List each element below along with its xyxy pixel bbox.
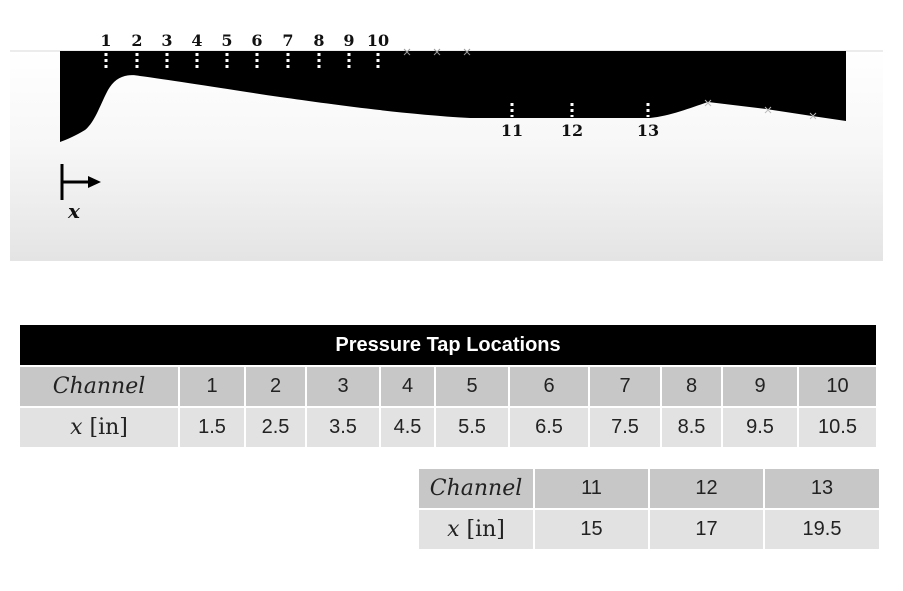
x-axis-arrow: x xyxy=(60,164,101,223)
lower-tap-group: 11 12 13 xyxy=(501,103,659,140)
channel-cell: 12 xyxy=(648,467,765,510)
channel-cell: 1 xyxy=(178,365,246,408)
x-value-cell: 8.5 xyxy=(660,406,723,449)
x-value-cell: 10.5 xyxy=(796,406,879,449)
upper-tap-group: 1 2 3 4 5 6 7 8 9 10 xyxy=(100,31,389,70)
x-position-row-secondary: x [in] 15 17 19.5 xyxy=(417,508,881,551)
channel-row-secondary: Channel 11 12 13 xyxy=(417,467,881,510)
tap-label: 3 xyxy=(161,31,172,50)
x-value-cell: 4.5 xyxy=(379,406,436,449)
channel-cell: 8 xyxy=(660,365,723,408)
x-value-cell: 2.5 xyxy=(244,406,307,449)
tap-label: 4 xyxy=(191,31,202,50)
position-marker xyxy=(809,112,817,120)
position-markers xyxy=(403,48,817,120)
position-marker xyxy=(403,48,411,56)
x-position-row: x [in] 1.5 2.5 3.5 4.5 5.5 6.5 7.5 8.5 9.5 10.5 xyxy=(18,406,879,449)
table-title: Pressure Tap Locations xyxy=(17,323,879,367)
x-row-header-var: x xyxy=(70,415,83,440)
tap-label: 2 xyxy=(131,31,142,50)
tap-label: 1 xyxy=(100,31,111,50)
position-marker xyxy=(704,99,712,107)
x-value-cell: 9.5 xyxy=(721,406,799,449)
channel-row-header: Channel xyxy=(18,365,180,408)
channel-cell: 7 xyxy=(588,365,662,408)
pressure-tap-table-secondary: Channel 11 12 13 x [in] 15 17 19.5 xyxy=(417,467,881,551)
x-value-cell: 3.5 xyxy=(305,406,381,449)
channel-cell: 6 xyxy=(508,365,590,408)
x-value-cell: 6.5 xyxy=(508,406,590,449)
tap-label: 11 xyxy=(501,121,523,140)
x-value-cell: 15 xyxy=(533,508,650,551)
channel-cell: 10 xyxy=(796,365,879,408)
channel-cell: 4 xyxy=(379,365,436,408)
tap-label: 13 xyxy=(637,121,659,140)
x-row-header-var-secondary: x xyxy=(447,517,460,542)
channel-row: Channel 1 2 3 4 5 6 7 8 9 10 xyxy=(18,365,879,408)
x-value-cell: 7.5 xyxy=(588,406,662,449)
position-marker xyxy=(764,106,772,114)
channel-cell: 2 xyxy=(244,365,307,408)
x-axis-arrow-head xyxy=(88,176,101,188)
x-axis-label: x xyxy=(67,199,81,223)
tap-label: 9 xyxy=(343,31,354,50)
x-row-header-secondary: x [in] xyxy=(417,508,535,551)
channel-row-header-secondary: Channel xyxy=(417,467,535,510)
x-value-cell: 19.5 xyxy=(763,508,881,551)
tap-label: 6 xyxy=(251,31,262,50)
x-value-cell: 1.5 xyxy=(178,406,246,449)
x-row-header: x [in] xyxy=(18,406,180,449)
tap-label: 12 xyxy=(561,121,583,140)
channel-cell: 3 xyxy=(305,365,381,408)
tap-label: 7 xyxy=(282,31,293,50)
x-value-cell: 5.5 xyxy=(434,406,510,449)
position-marker xyxy=(433,48,441,56)
tap-label: 10 xyxy=(367,31,389,50)
tap-label: 8 xyxy=(313,31,324,50)
position-marker xyxy=(463,48,471,56)
channel-cell: 9 xyxy=(721,365,799,408)
x-row-header-unit: [in] xyxy=(89,415,128,440)
x-row-header-unit-secondary: [in] xyxy=(466,517,505,542)
x-value-cell: 17 xyxy=(648,508,765,551)
channel-cell: 11 xyxy=(533,467,650,510)
channel-cell: 5 xyxy=(434,365,510,408)
wind-tunnel-diagram: 1 2 3 4 5 6 7 8 9 10 11 12 13 x xyxy=(10,31,883,261)
tap-label: 5 xyxy=(221,31,232,50)
channel-cell: 13 xyxy=(763,467,881,510)
contour-body xyxy=(60,51,846,142)
